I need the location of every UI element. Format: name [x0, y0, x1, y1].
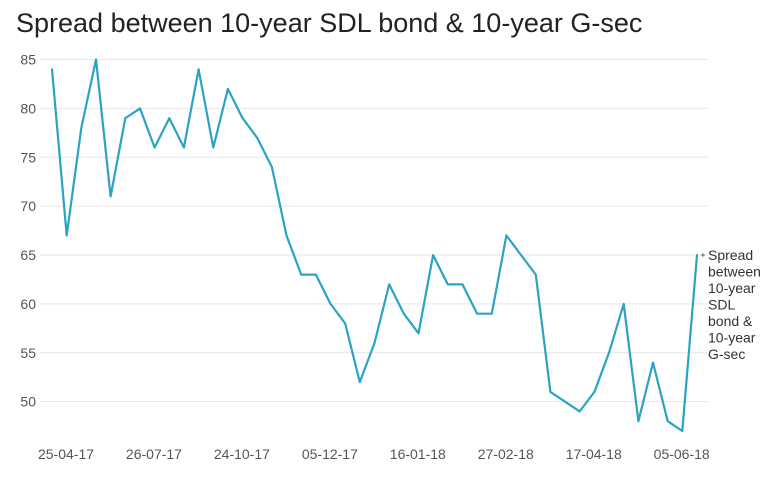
series-label: Spread between 10-year SDL bond & 10-year G-se… — [708, 247, 761, 362]
y-tick-label: 60 — [20, 296, 36, 312]
data-point — [578, 409, 582, 413]
legend-marker — [701, 253, 705, 257]
data-point — [446, 282, 450, 286]
data-point — [226, 87, 230, 91]
x-tick-label: 26-07-17 — [126, 446, 182, 462]
data-point — [592, 390, 596, 394]
series-legend: Spread between 10-year SDL bond & 10-year G-se… — [701, 247, 761, 362]
series-label-line: G-sec — [708, 346, 745, 362]
x-tick-label: 24-10-17 — [214, 446, 270, 462]
data-point — [695, 253, 699, 257]
data-point — [373, 341, 377, 345]
data-point — [329, 302, 333, 306]
data-point — [109, 194, 113, 198]
data-point — [123, 116, 127, 120]
data-point — [622, 302, 626, 306]
x-tick-label: 17-04-18 — [566, 446, 622, 462]
y-tick-label: 50 — [20, 394, 36, 410]
series-label-line: bond & — [708, 313, 753, 329]
data-point — [666, 419, 670, 423]
data-point — [460, 282, 464, 286]
data-point — [651, 361, 655, 365]
series-label-line: Spread — [708, 247, 753, 263]
data-point — [241, 116, 245, 120]
data-point — [680, 429, 684, 433]
data-point — [636, 419, 640, 423]
series-group — [50, 58, 699, 433]
data-point — [270, 165, 274, 169]
series-label-line: 10-year — [708, 330, 756, 346]
data-point — [490, 312, 494, 316]
data-point — [519, 253, 523, 257]
x-tick-label: 27-02-18 — [478, 446, 534, 462]
data-point — [475, 312, 479, 316]
data-point — [314, 273, 318, 277]
data-point — [138, 106, 142, 110]
series-label-line: SDL — [708, 297, 735, 313]
data-point — [167, 116, 171, 120]
x-tick-label: 05-12-17 — [302, 446, 358, 462]
x-tick-label: 16-01-18 — [390, 446, 446, 462]
data-point — [182, 146, 186, 150]
y-tick-label: 85 — [20, 52, 36, 68]
x-tick-label: 25-04-17 — [38, 446, 94, 462]
data-point — [416, 331, 420, 335]
chart-title: Spread between 10-year SDL bond & 10-yea… — [16, 8, 643, 38]
data-point — [285, 234, 289, 238]
data-point — [211, 146, 215, 150]
y-axis-ticks: 50 55 60 65 70 75 80 85 — [20, 52, 36, 410]
data-point — [402, 312, 406, 316]
series-label-line: between — [708, 264, 761, 280]
data-point — [50, 67, 54, 71]
y-tick-label: 70 — [20, 198, 36, 214]
x-tick-label: 05-06-18 — [654, 446, 710, 462]
series-line — [50, 58, 699, 433]
data-point — [563, 400, 567, 404]
data-point — [65, 234, 69, 238]
data-point — [79, 126, 83, 130]
data-point — [387, 282, 391, 286]
y-tick-label: 65 — [20, 247, 36, 263]
y-tick-label: 55 — [20, 345, 36, 361]
data-point — [343, 321, 347, 325]
data-point — [299, 273, 303, 277]
data-point — [153, 146, 157, 150]
x-axis-ticks: 25-04-17 26-07-17 24-10-17 05-12-17 16-01-18… — [38, 446, 710, 462]
data-point — [607, 351, 611, 355]
data-point — [548, 390, 552, 394]
y-tick-label: 80 — [20, 100, 36, 116]
grid-lines — [40, 59, 708, 403]
data-point — [504, 234, 508, 238]
data-point — [94, 58, 98, 62]
data-point — [255, 136, 259, 140]
data-point — [358, 380, 362, 384]
data-point — [197, 67, 201, 71]
data-point — [534, 273, 538, 277]
y-tick-label: 75 — [20, 149, 36, 165]
data-point — [431, 253, 435, 257]
series-label-line: 10-year — [708, 280, 756, 296]
